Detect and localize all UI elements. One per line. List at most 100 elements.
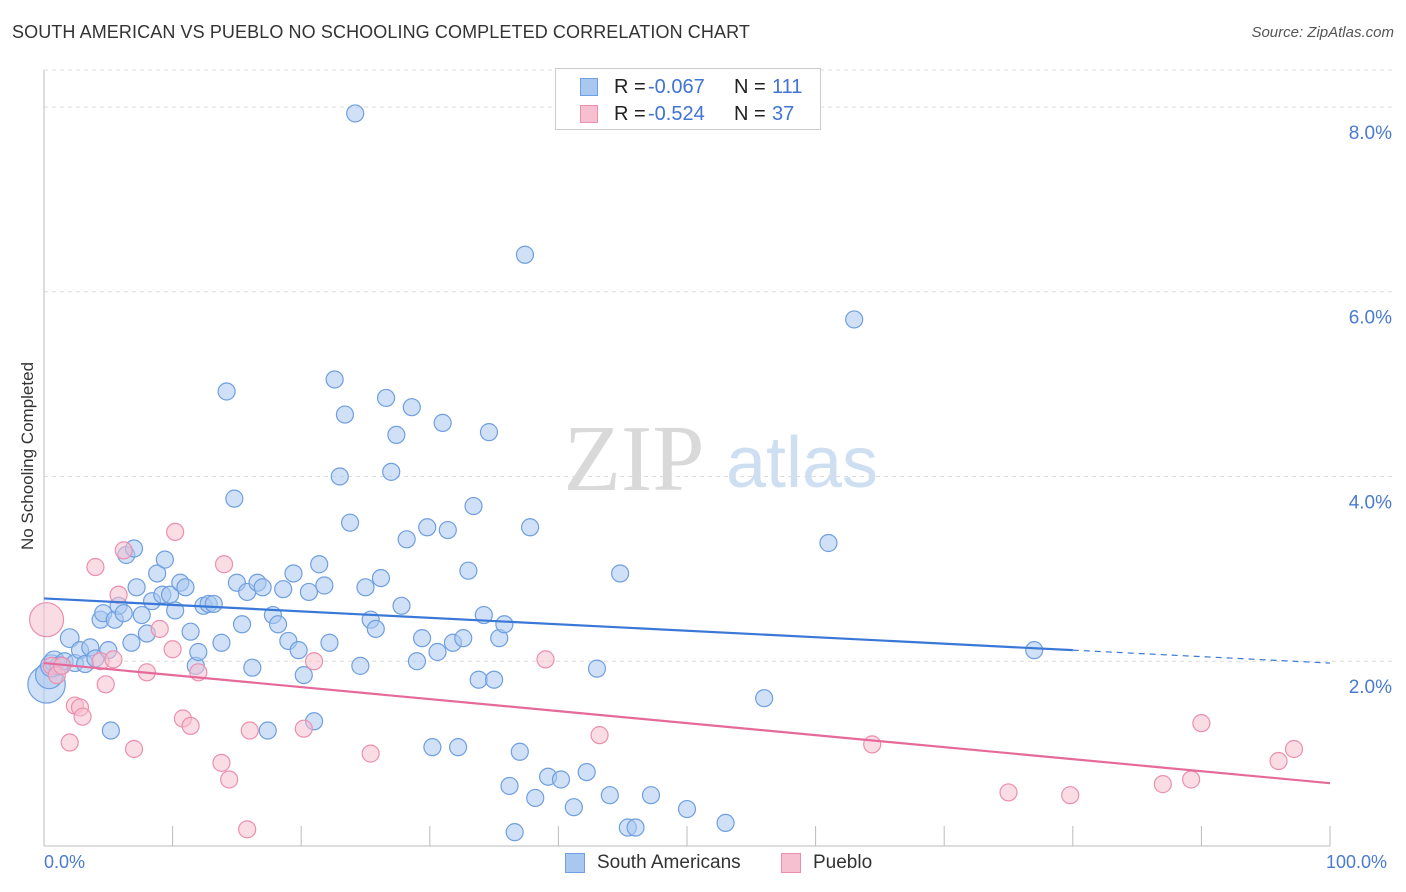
data-point	[109, 585, 128, 604]
data-point	[304, 652, 324, 671]
chart-title: SOUTH AMERICAN VS PUEBLO NO SCHOOLING CO…	[12, 22, 750, 42]
data-point	[1153, 775, 1172, 794]
data-point	[299, 582, 319, 602]
data-point	[392, 596, 411, 615]
data-point	[320, 633, 339, 652]
axes	[43, 70, 1331, 847]
data-point	[1192, 714, 1211, 733]
swatch-pink-icon	[580, 105, 598, 123]
data-point	[510, 742, 529, 761]
data-point	[268, 615, 288, 634]
data-point	[330, 467, 349, 486]
data-point	[438, 520, 457, 540]
data-point	[176, 578, 195, 597]
data-point	[677, 799, 697, 819]
y-tick-label: 2.0%	[1349, 677, 1392, 698]
data-point	[611, 564, 630, 583]
trend-line-south-americans	[43, 597, 1073, 652]
data-point	[60, 733, 79, 752]
data-point	[845, 310, 864, 329]
data-point	[521, 518, 540, 537]
data-point	[564, 798, 583, 817]
data-point	[212, 753, 231, 772]
data-point	[423, 738, 442, 757]
swatch-blue-icon	[580, 78, 598, 96]
data-point	[469, 670, 488, 689]
data-point	[433, 413, 452, 432]
data-point	[448, 738, 468, 757]
data-point	[454, 629, 473, 648]
data-point	[999, 783, 1018, 802]
swatch-blue-icon	[565, 853, 585, 873]
data-point	[166, 522, 185, 542]
data-point	[428, 642, 447, 662]
data-point	[418, 518, 437, 537]
data-point	[464, 496, 483, 516]
data-point	[526, 788, 545, 808]
swatch-pink-icon	[781, 853, 801, 873]
data-point	[181, 622, 200, 641]
stats-legend: R = -0.067 N = 111 R = -0.524 N = 37	[555, 68, 821, 130]
data-point	[163, 640, 182, 659]
data-point	[243, 658, 262, 677]
legend-label: Pueblo	[813, 852, 873, 873]
data-point	[96, 675, 115, 694]
data-point	[340, 513, 360, 532]
legend-label: South Americans	[597, 852, 741, 873]
data-point	[325, 370, 344, 389]
data-point	[101, 721, 120, 740]
data-point	[1284, 739, 1304, 759]
trend-line-pueblo	[43, 661, 1331, 785]
r-value: -0.067	[648, 76, 705, 98]
data-point	[366, 619, 385, 639]
data-point	[148, 564, 167, 583]
data-point	[59, 628, 80, 649]
data-point	[335, 405, 355, 424]
data-point	[217, 382, 236, 401]
data-point	[122, 633, 141, 652]
series-pueblo	[28, 522, 1304, 839]
data-point	[294, 665, 313, 685]
watermark-zip: ZIP	[564, 407, 705, 511]
data-point	[361, 744, 380, 763]
data-point	[515, 245, 535, 264]
data-point	[86, 557, 105, 577]
data-point	[73, 707, 92, 726]
y-tick-label: 4.0%	[1349, 492, 1392, 513]
n-label: N =	[734, 103, 766, 125]
data-point	[505, 823, 524, 842]
data-point	[289, 641, 308, 660]
n-label: N =	[734, 76, 766, 98]
data-point	[641, 786, 661, 805]
series-south-americans	[27, 104, 1044, 842]
data-point	[232, 615, 252, 634]
data-point	[500, 776, 519, 796]
data-point	[1061, 786, 1080, 805]
data-point	[114, 604, 133, 623]
data-point	[371, 568, 391, 588]
data-point	[1182, 770, 1201, 789]
data-point	[536, 650, 555, 669]
trend-line-south-americans-extension	[1072, 649, 1331, 664]
data-point	[127, 578, 146, 597]
x-tick-label-min: 0.0%	[44, 852, 86, 872]
trend-lines	[43, 597, 1331, 785]
data-point	[150, 619, 169, 639]
y-tick-label: 8.0%	[1349, 123, 1392, 144]
r-label: R =	[614, 103, 646, 125]
data-point	[412, 629, 432, 648]
data-point	[590, 726, 609, 745]
data-point	[459, 561, 478, 580]
n-value: 111	[772, 76, 803, 98]
r-label: R =	[614, 76, 646, 98]
data-point	[238, 820, 257, 839]
data-point	[181, 716, 200, 736]
data-point	[755, 689, 774, 708]
data-point	[212, 633, 231, 652]
data-point	[587, 659, 607, 678]
data-point	[1025, 641, 1044, 660]
data-point	[284, 564, 303, 583]
data-point	[495, 615, 514, 634]
gridlines	[44, 69, 1392, 662]
